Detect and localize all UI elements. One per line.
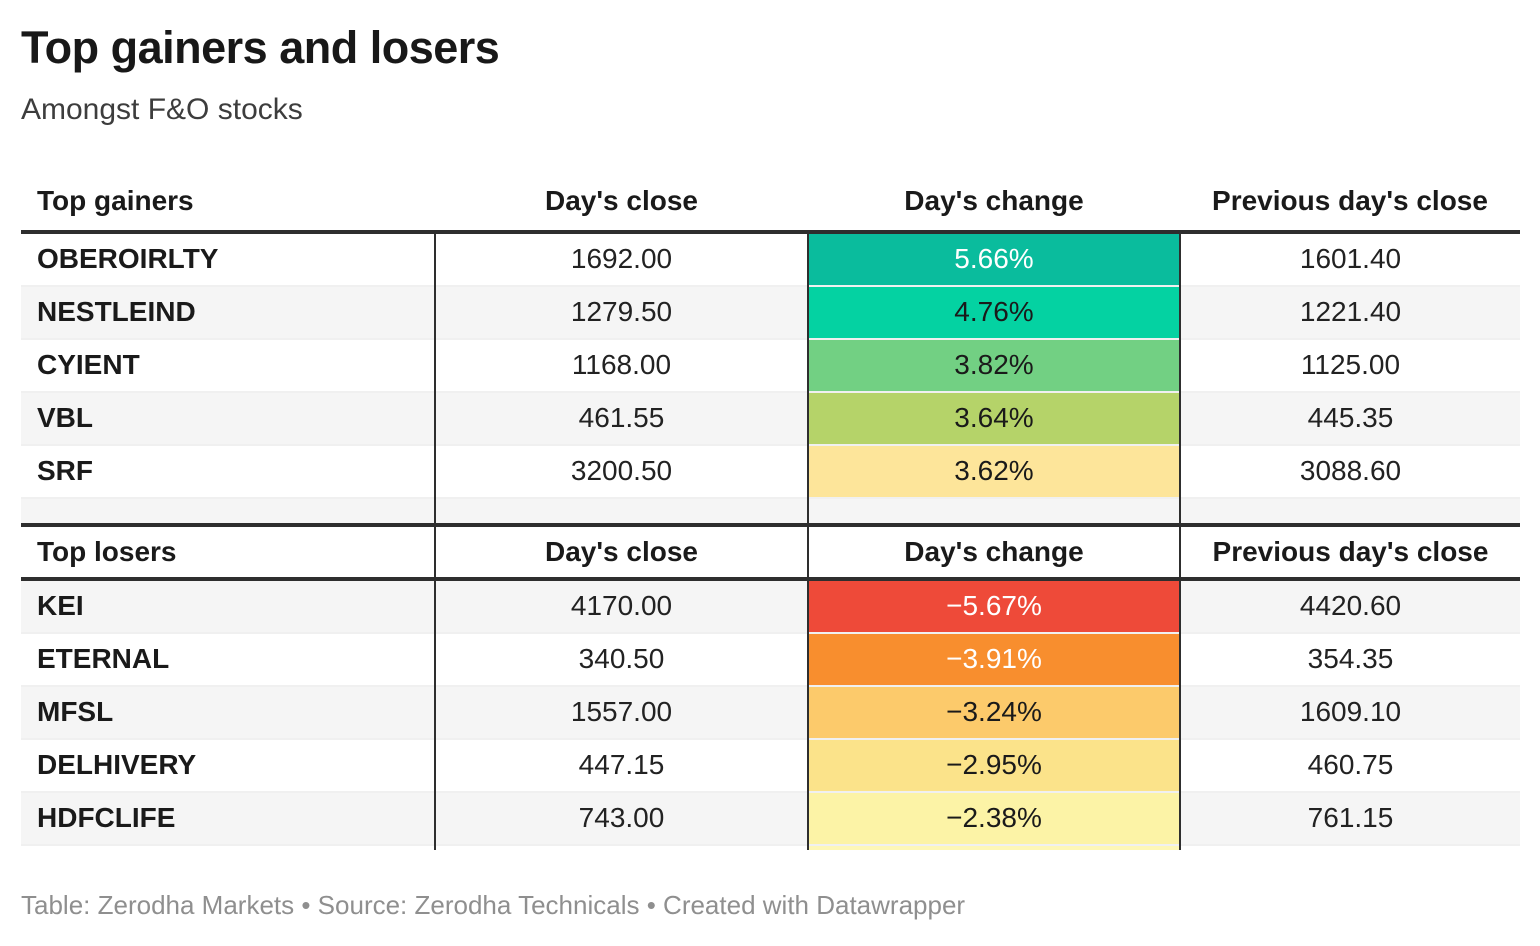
stock-name-cell: KEI <box>21 577 435 633</box>
prev-close-cell: 460.75 <box>1180 737 1520 792</box>
stock-name-cell: VBL <box>21 390 435 445</box>
days-change-cell: −2.38% <box>807 790 1181 845</box>
prev-close-cell: 3088.60 <box>1180 443 1520 498</box>
days-close-cell: 1557.00 <box>434 684 808 739</box>
cropped-cell <box>21 843 435 850</box>
stock-name-cell: ETERNAL <box>21 631 435 686</box>
cropped-cell <box>434 843 808 850</box>
gainers-header-name: Top gainers <box>21 171 435 234</box>
gainers-losers-table: Top gainers Day's close Day's change Pre… <box>21 171 1520 850</box>
gainers-header-close: Day's close <box>435 171 808 234</box>
cropped-change-cell <box>807 843 1181 850</box>
cropped-next-row <box>21 843 1520 850</box>
table-row-loser: HDFCLIFE 743.00 −2.38% 761.15 <box>21 790 1520 845</box>
prev-close-cell: 1221.40 <box>1180 284 1520 339</box>
losers-header-close: Day's close <box>434 522 808 581</box>
days-close-cell: 1692.00 <box>434 230 808 286</box>
stock-name-cell: OBEROIRLTY <box>21 230 435 286</box>
days-close-cell: 4170.00 <box>434 577 808 633</box>
table-row-gainer: VBL 461.55 3.64% 445.35 <box>21 390 1520 445</box>
table-row-gainer: NESTLEIND 1279.50 4.76% 1221.40 <box>21 284 1520 339</box>
stock-name-cell: SRF <box>21 443 435 498</box>
prev-close-cell: 354.35 <box>1180 631 1520 686</box>
days-change-cell: 3.62% <box>807 443 1181 498</box>
days-close-cell: 743.00 <box>434 790 808 845</box>
page-subtitle: Amongst F&O stocks <box>21 92 303 126</box>
spacer-cell <box>807 496 1181 525</box>
days-change-cell: 4.76% <box>807 284 1181 339</box>
days-change-cell: −2.95% <box>807 737 1181 792</box>
gainers-header-row: Top gainers Day's close Day's change Pre… <box>21 171 1520 234</box>
days-close-cell: 461.55 <box>434 390 808 445</box>
days-change-cell: −3.24% <box>807 684 1181 739</box>
stock-name-cell: HDFCLIFE <box>21 790 435 845</box>
stock-name-cell: CYIENT <box>21 337 435 392</box>
gainers-header-change: Day's change <box>808 171 1180 234</box>
days-close-cell: 447.15 <box>434 737 808 792</box>
days-close-cell: 3200.50 <box>434 443 808 498</box>
days-close-cell: 1168.00 <box>434 337 808 392</box>
table-row-gainer: OBEROIRLTY 1692.00 5.66% 1601.40 <box>21 230 1520 286</box>
days-change-cell: −3.91% <box>807 631 1181 686</box>
days-change-cell: −5.67% <box>807 577 1181 633</box>
days-change-cell: 3.64% <box>807 390 1181 445</box>
days-change-cell: 3.82% <box>807 337 1181 392</box>
cropped-cell <box>1180 843 1520 850</box>
losers-header-row: Top losers Day's close Day's change Prev… <box>21 522 1520 581</box>
prev-close-cell: 761.15 <box>1180 790 1520 845</box>
losers-header-prev: Previous day's close <box>1180 522 1520 581</box>
table-row-loser: ETERNAL 340.50 −3.91% 354.35 <box>21 631 1520 686</box>
stock-name-cell: MFSL <box>21 684 435 739</box>
days-close-cell: 340.50 <box>434 631 808 686</box>
table-footer: Table: Zerodha Markets • Source: Zerodha… <box>21 889 966 920</box>
table-row-gainer: CYIENT 1168.00 3.82% 1125.00 <box>21 337 1520 392</box>
datawrapper-table-page: Top gainers and losers Amongst F&O stock… <box>21 22 1520 920</box>
prev-close-cell: 445.35 <box>1180 390 1520 445</box>
days-change-cell: 5.66% <box>807 230 1181 286</box>
stock-name-cell: NESTLEIND <box>21 284 435 339</box>
table-row-gainer: SRF 3200.50 3.62% 3088.60 <box>21 443 1520 498</box>
losers-header-change: Day's change <box>807 522 1181 581</box>
spacer-row <box>21 496 1520 525</box>
stock-name-cell: DELHIVERY <box>21 737 435 792</box>
days-close-cell: 1279.50 <box>434 284 808 339</box>
losers-header-name: Top losers <box>21 522 435 581</box>
spacer-cell <box>21 496 435 525</box>
spacer-cell <box>434 496 808 525</box>
page-title: Top gainers and losers <box>21 22 500 73</box>
prev-close-cell: 1609.10 <box>1180 684 1520 739</box>
table-row-loser: MFSL 1557.00 −3.24% 1609.10 <box>21 684 1520 739</box>
prev-close-cell: 4420.60 <box>1180 577 1520 633</box>
spacer-cell <box>1180 496 1520 525</box>
prev-close-cell: 1601.40 <box>1180 230 1520 286</box>
table-row-loser: DELHIVERY 447.15 −2.95% 460.75 <box>21 737 1520 792</box>
table-row-loser: KEI 4170.00 −5.67% 4420.60 <box>21 577 1520 633</box>
prev-close-cell: 1125.00 <box>1180 337 1520 392</box>
gainers-header-prev: Previous day's close <box>1180 171 1520 234</box>
